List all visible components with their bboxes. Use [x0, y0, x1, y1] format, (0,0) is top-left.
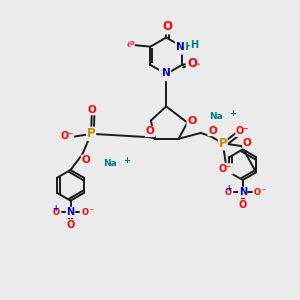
Text: O: O — [225, 188, 232, 197]
Text: +: + — [230, 109, 236, 118]
Text: Na: Na — [209, 112, 223, 121]
Text: P: P — [218, 137, 227, 150]
Text: O: O — [81, 208, 88, 217]
Text: O: O — [254, 188, 260, 197]
Text: P: P — [87, 127, 95, 140]
Text: N: N — [160, 68, 170, 80]
Text: O: O — [187, 116, 196, 126]
Text: O⁻: O⁻ — [60, 130, 74, 141]
Text: O: O — [208, 126, 217, 136]
Text: N: N — [66, 207, 75, 218]
Text: O: O — [124, 41, 128, 46]
Text: N: N — [239, 188, 247, 197]
Text: O: O — [146, 126, 154, 136]
Text: O: O — [66, 220, 75, 230]
Text: O: O — [127, 42, 133, 48]
Text: +: + — [124, 156, 130, 165]
Text: +: + — [52, 204, 58, 213]
Text: ⁻: ⁻ — [260, 187, 266, 197]
Text: ⁻: ⁻ — [88, 207, 93, 218]
Text: O: O — [186, 57, 197, 70]
Text: O: O — [87, 105, 96, 115]
Text: O: O — [162, 21, 172, 34]
Text: O: O — [130, 41, 134, 46]
Text: O: O — [53, 208, 60, 217]
Text: O: O — [81, 155, 90, 165]
Text: O⁻: O⁻ — [219, 164, 232, 174]
Text: H: H — [190, 40, 198, 50]
Text: H: H — [185, 42, 194, 52]
Text: +: + — [225, 184, 231, 193]
Text: O: O — [188, 57, 198, 70]
Text: O: O — [243, 138, 251, 148]
Text: O: O — [238, 200, 247, 210]
Text: O: O — [162, 20, 172, 33]
Text: Na: Na — [103, 159, 117, 168]
Text: N: N — [176, 41, 185, 54]
Text: N: N — [162, 68, 171, 78]
Text: N: N — [176, 42, 185, 52]
Text: O⁻: O⁻ — [236, 126, 249, 136]
